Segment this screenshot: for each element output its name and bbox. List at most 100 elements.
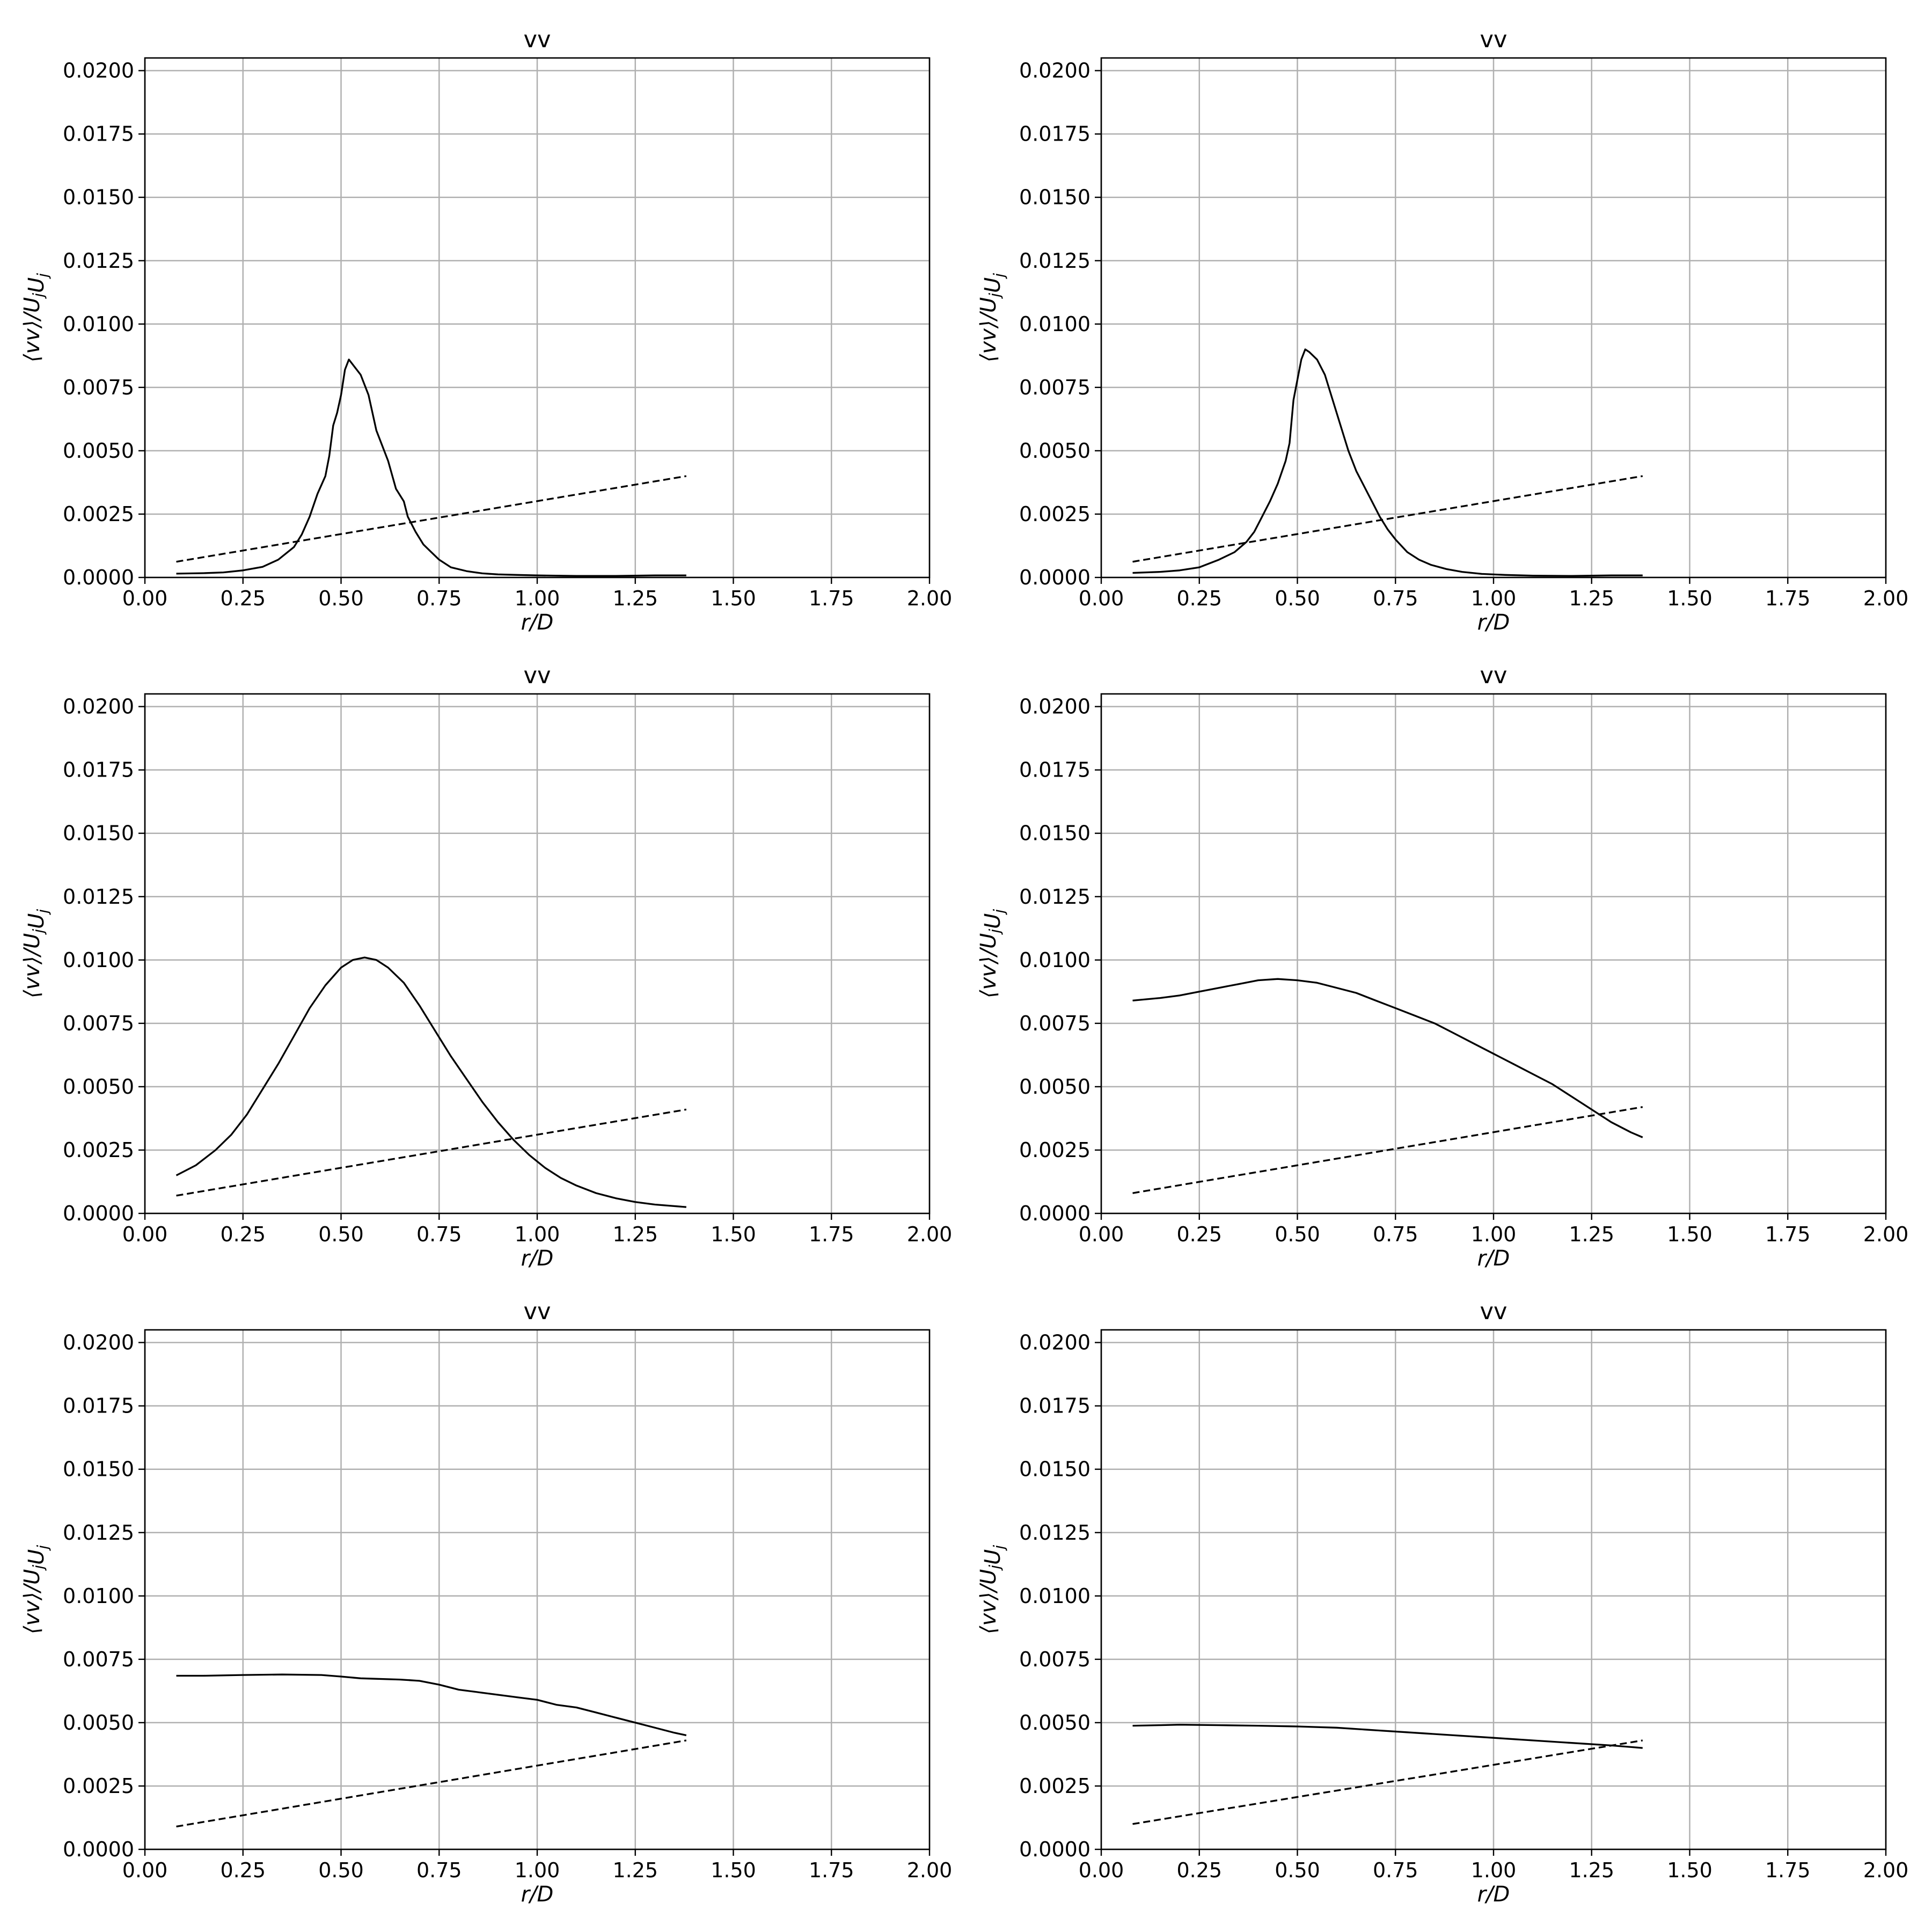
solid-series-line	[1132, 348, 1643, 577]
x-tick-label: 1.00	[515, 1223, 560, 1246]
x-tick-label: 0.00	[1079, 1858, 1124, 1882]
y-tick-label: 0.0025	[63, 502, 134, 526]
x-tick-label: 1.00	[1471, 1223, 1517, 1246]
x-tick-label: 1.50	[711, 587, 756, 610]
y-tick-label: 0.0050	[63, 1711, 134, 1735]
y-tick-label: 0.0175	[1019, 122, 1091, 146]
y-tick-label: 0.0125	[1019, 885, 1091, 909]
dashed-series-line	[1132, 475, 1643, 563]
x-tick-label: 1.25	[1569, 1858, 1614, 1882]
x-tick-label: 1.25	[612, 587, 658, 610]
y-tick-label: 0.0200	[63, 695, 134, 719]
y-tick-label: 0.0000	[63, 1838, 134, 1861]
x-tick-label: 0.75	[1373, 587, 1418, 610]
solid-series-line	[176, 358, 686, 577]
y-axis-label: ⟨vv⟩/UjUj	[976, 273, 1008, 362]
y-tick-label: 0.0000	[1019, 566, 1091, 589]
y-tick-label: 0.0025	[1019, 1774, 1091, 1798]
x-tick-label: 0.00	[1079, 1223, 1124, 1246]
subplot-5: 0.00 0.25 0.50 0.75 1.00 1.25 1.50 1.75 2.00 0.00…	[20, 1298, 952, 1907]
x-tick-label: 0.00	[122, 587, 168, 610]
x-axis-label: r/D	[521, 610, 554, 635]
y-tick-label: 0.0125	[63, 885, 134, 909]
x-tick-label: 1.50	[1667, 1223, 1713, 1246]
x-tick-label: 0.75	[1373, 1223, 1418, 1246]
x-tick-label: 1.50	[1667, 1858, 1713, 1882]
dashed-series-line	[1132, 1106, 1643, 1194]
y-tick-label: 0.0200	[1019, 695, 1091, 719]
subplot-title: vv	[524, 26, 551, 53]
y-tick-label: 0.0075	[1019, 1648, 1091, 1671]
y-tick-label: 0.0050	[63, 1075, 134, 1099]
y-tick-label: 0.0025	[1019, 1138, 1091, 1162]
x-tick-label: 0.50	[318, 587, 364, 610]
x-tick-label: 1.00	[515, 1858, 560, 1882]
x-tick-label: 2.00	[1863, 1858, 1909, 1882]
x-tick-label: 0.00	[1079, 587, 1124, 610]
y-tick-label: 0.0100	[1019, 312, 1091, 336]
dashed-series-line	[176, 475, 687, 563]
solid-series-line	[175, 956, 686, 1208]
subplot-title: vv	[1480, 662, 1507, 689]
y-tick-label: 0.0100	[1019, 1584, 1091, 1608]
x-tick-label: 2.00	[907, 1223, 953, 1246]
x-tick-label: 2.00	[907, 1858, 953, 1882]
y-tick-label: 0.0000	[1019, 1202, 1091, 1225]
x-tick-label: 0.50	[318, 1223, 364, 1246]
y-tick-label: 0.0150	[1019, 822, 1091, 845]
subplot-1: 0.00 0.25 0.50 0.75 1.00 1.25 1.50 1.75 2.00 0.00…	[20, 26, 952, 635]
x-tick-label: 0.75	[416, 587, 462, 610]
subplot-4: 0.00 0.25 0.50 0.75 1.00 1.25 1.50 1.75 2.00 0.00…	[976, 662, 1908, 1271]
x-axis-label: r/D	[1477, 610, 1510, 635]
solid-series-line	[176, 1673, 687, 1737]
subplot-title: vv	[1480, 26, 1507, 53]
x-axis-label: r/D	[521, 1882, 554, 1907]
y-axis-label: ⟨vv⟩/UjUj	[20, 909, 52, 998]
x-tick-label: 0.25	[1176, 1223, 1222, 1246]
y-tick-label: 0.0175	[63, 758, 134, 782]
y-tick-label: 0.0075	[1019, 376, 1091, 399]
subplot-title: vv	[1480, 1298, 1507, 1325]
x-tick-label: 1.75	[1765, 1858, 1811, 1882]
x-tick-label: 0.25	[220, 587, 266, 610]
y-tick-label: 0.0075	[63, 1012, 134, 1035]
y-axis-label: ⟨vv⟩/UjUj	[20, 1545, 52, 1634]
x-tick-label: 0.50	[1275, 1858, 1320, 1882]
x-axis-label: r/D	[1477, 1246, 1510, 1271]
y-tick-label: 0.0000	[63, 1202, 134, 1225]
x-tick-label: 1.00	[1471, 587, 1517, 610]
x-axis-label: r/D	[521, 1246, 554, 1271]
y-tick-label: 0.0075	[63, 1648, 134, 1671]
x-tick-label: 1.50	[711, 1858, 756, 1882]
subplot-2: 0.00 0.25 0.50 0.75 1.00 1.25 1.50 1.75 2.00 0.00…	[976, 26, 1908, 635]
subplot-title: vv	[524, 662, 551, 689]
y-tick-label: 0.0100	[63, 1584, 134, 1608]
x-tick-label: 1.50	[1667, 587, 1713, 610]
y-tick-label: 0.0050	[1019, 1711, 1091, 1735]
y-tick-label: 0.0200	[1019, 1331, 1091, 1355]
y-tick-label: 0.0150	[63, 1458, 134, 1481]
x-tick-label: 0.50	[318, 1858, 364, 1882]
y-tick-label: 0.0175	[63, 1394, 134, 1418]
x-tick-label: 1.25	[612, 1223, 658, 1246]
y-tick-label: 0.0150	[63, 822, 134, 845]
y-axis-label: ⟨vv⟩/UjUj	[976, 1545, 1008, 1634]
y-axis-label: ⟨vv⟩/UjUj	[20, 273, 52, 362]
x-tick-label: 0.25	[220, 1858, 266, 1882]
subplot-3: 0.00 0.25 0.50 0.75 1.00 1.25 1.50 1.75 2.00 0.00…	[20, 662, 952, 1271]
y-tick-label: 0.0150	[63, 186, 134, 209]
subplot-title: vv	[524, 1298, 551, 1325]
x-tick-label: 1.25	[1569, 587, 1614, 610]
y-tick-label: 0.0025	[63, 1774, 134, 1798]
x-tick-label: 1.75	[809, 587, 854, 610]
y-tick-label: 0.0125	[63, 1521, 134, 1545]
y-tick-label: 0.0000	[63, 566, 134, 589]
y-tick-label: 0.0075	[1019, 1012, 1091, 1035]
y-tick-label: 0.0125	[1019, 249, 1091, 273]
y-tick-label: 0.0200	[1019, 59, 1091, 83]
x-tick-label: 1.75	[1765, 587, 1811, 610]
solid-series-line	[1132, 1724, 1643, 1749]
x-tick-label: 2.00	[1863, 1223, 1909, 1246]
x-tick-label: 0.25	[1176, 587, 1222, 610]
dashed-series-line	[176, 1739, 687, 1828]
